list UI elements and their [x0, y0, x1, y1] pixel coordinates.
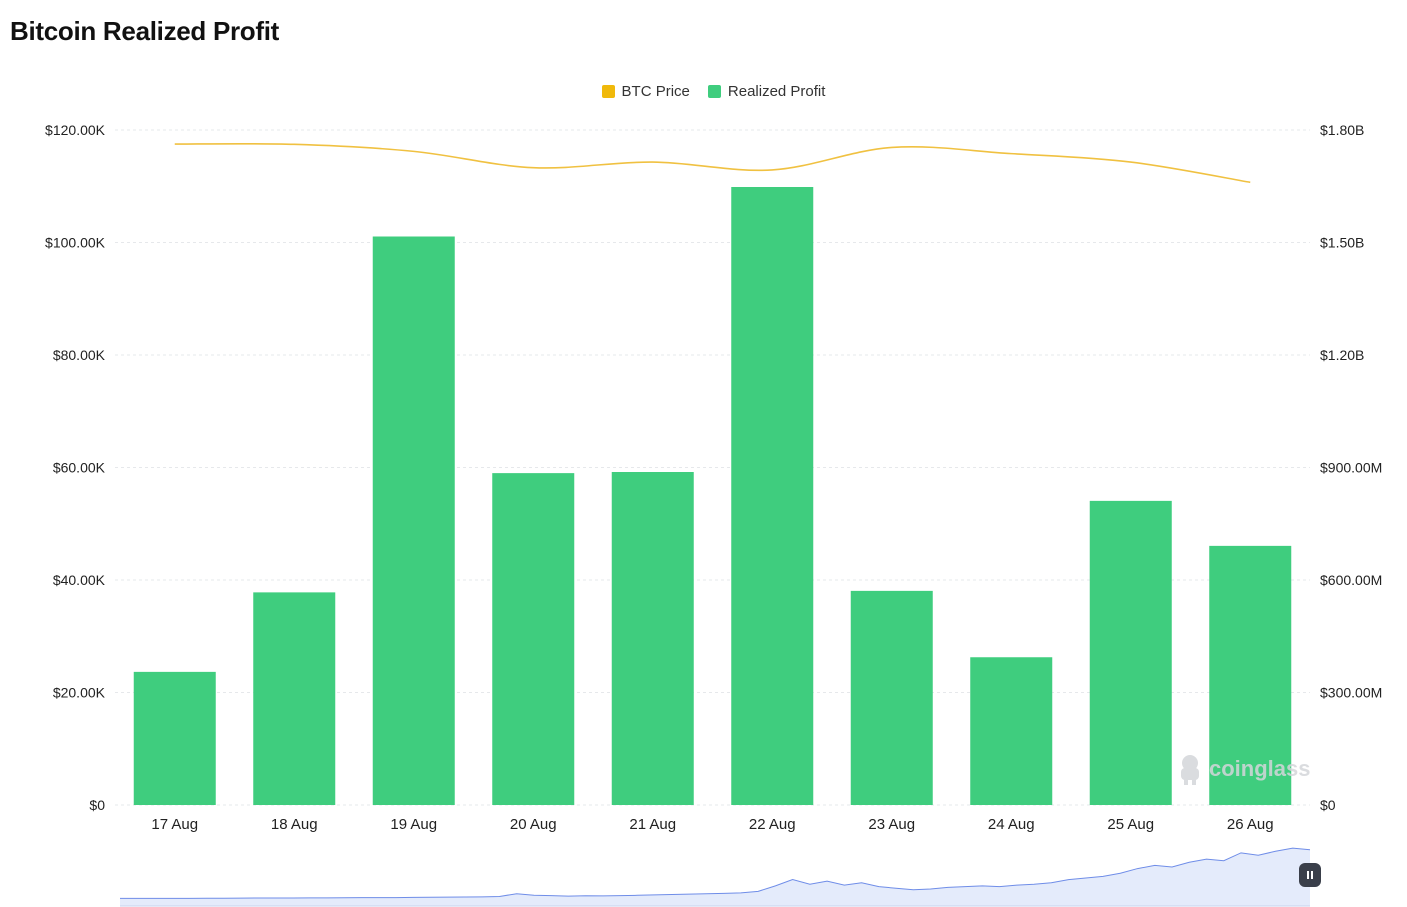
watermark: coinglass	[1175, 752, 1310, 786]
navigator-line	[120, 847, 1311, 899]
y-left-tick-label: $20.00K	[53, 685, 106, 701]
y-right-tick-label: $0	[1320, 797, 1336, 813]
page-title: Bitcoin Realized Profit	[10, 16, 280, 46]
x-tick-label: 24 Aug	[988, 816, 1035, 833]
chart-legend: BTC Price Realized Profit	[0, 83, 1407, 100]
y-right-tick-label: $1.20B	[1320, 347, 1364, 363]
watermark-logo-icon	[1181, 755, 1199, 785]
navigator-pause-button[interactable]	[1299, 863, 1321, 887]
y-left-tick-label: $100.00K	[45, 235, 106, 251]
bar	[492, 473, 575, 805]
btc-price-line	[174, 142, 1251, 184]
legend-swatch-btc-price	[601, 85, 615, 98]
pause-icon	[1307, 871, 1309, 879]
bar	[1209, 545, 1292, 805]
bar	[372, 236, 455, 805]
y-right-tick-label: $600.00M	[1320, 572, 1382, 588]
bar	[253, 592, 336, 805]
legend-swatch-realized-profit	[707, 85, 721, 98]
x-tick-label: 19 Aug	[390, 816, 437, 833]
bar	[133, 671, 216, 805]
watermark-text: coinglass	[1209, 756, 1311, 781]
x-tick-label: 26 Aug	[1227, 816, 1274, 833]
y-left-tick-label: $40.00K	[53, 572, 106, 588]
legend-label-realized-profit: Realized Profit	[727, 83, 826, 100]
bar	[1089, 500, 1172, 805]
y-right-tick-label: $900.00M	[1320, 460, 1382, 476]
legend-item-realized-profit[interactable]: Realized Profit	[707, 83, 826, 100]
y-left-tick-label: $80.00K	[53, 347, 106, 363]
y-left-tick-label: $60.00K	[53, 460, 106, 476]
y-right-tick-label: $1.50B	[1320, 235, 1364, 251]
x-tick-label: 23 Aug	[868, 816, 915, 833]
legend-label-btc-price: BTC Price	[621, 83, 690, 100]
y-left-tick-label: $120.00K	[45, 122, 106, 138]
x-tick-label: 20 Aug	[510, 816, 557, 833]
y-left-tick-label: $0	[89, 797, 105, 813]
bar	[611, 472, 694, 805]
x-tick-label: 21 Aug	[629, 816, 676, 833]
x-tick-label: 17 Aug	[151, 816, 198, 833]
y-right-tick-label: $300.00M	[1320, 685, 1382, 701]
navigator-area	[120, 848, 1310, 906]
x-tick-label: 18 Aug	[271, 816, 318, 833]
y-right-tick-label: $1.80B	[1320, 122, 1364, 138]
legend-item-btc-price[interactable]: BTC Price	[601, 83, 690, 100]
pause-icon-bar	[1311, 871, 1313, 879]
bar	[970, 657, 1053, 805]
x-tick-label: 25 Aug	[1107, 816, 1154, 833]
bar	[850, 590, 933, 805]
bar	[731, 187, 814, 805]
x-tick-label: 22 Aug	[749, 816, 796, 833]
